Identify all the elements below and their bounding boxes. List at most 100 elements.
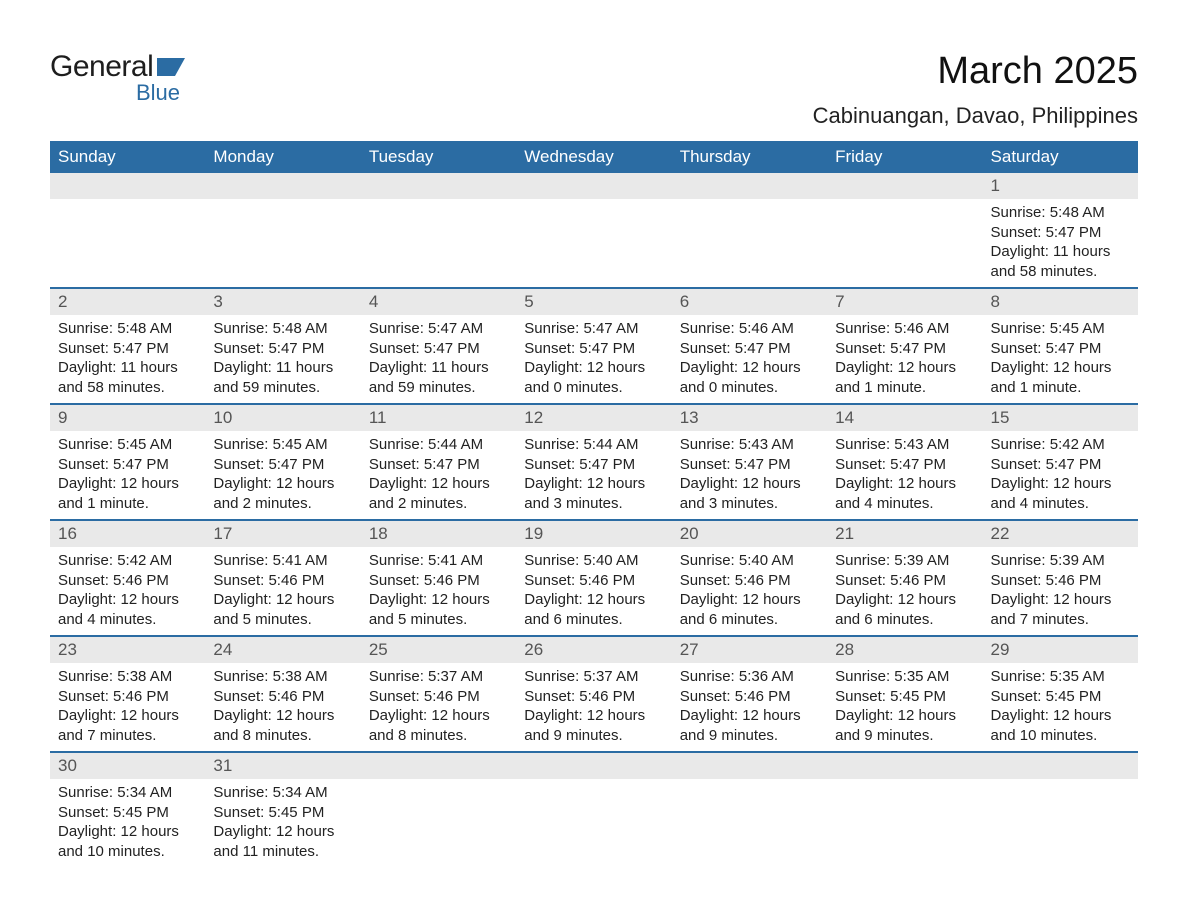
sunrise-line: Sunrise: 5:35 AM xyxy=(835,667,974,687)
calendar-cell: 28 Sunrise: 5:35 AMSunset: 5:45 PMDayligh… xyxy=(827,636,982,752)
calendar-cell: 13Sunrise: 5:43 AMSunset: 5:47 PMDayligh… xyxy=(672,404,827,520)
day-body: Sunrise: 5:34 AMSunset: 5:45 PMDaylight:… xyxy=(205,779,360,867)
month-title: March 2025 xyxy=(813,50,1138,93)
day-body: Sunrise: 5:41 AMSunset: 5:46 PMDaylight:… xyxy=(361,547,516,635)
sunset-line: Sunset: 5:47 PM xyxy=(835,339,974,359)
calendar-cell xyxy=(205,173,360,288)
day-body: Sunrise: 5:41 AMSunset: 5:46 PMDaylight:… xyxy=(205,547,360,635)
calendar-cell xyxy=(516,752,671,867)
calendar-week-row: 30Sunrise: 5:34 AMSunset: 5:45 PMDayligh… xyxy=(50,752,1138,867)
day-number xyxy=(672,173,827,199)
day-number: 5 xyxy=(516,289,671,315)
sunrise-line: Sunrise: 5:40 AM xyxy=(524,551,663,571)
day-number: 8 xyxy=(983,289,1138,315)
day-number: 28 xyxy=(827,637,982,663)
day-body: Sunrise: 5:45 AMSunset: 5:47 PMDaylight:… xyxy=(50,431,205,519)
logo-text-blue: Blue xyxy=(136,80,185,106)
day-number xyxy=(672,753,827,779)
calendar-week-row: 23Sunrise: 5:38 AMSunset: 5:46 PMDayligh… xyxy=(50,636,1138,752)
sunset-line: Sunset: 5:47 PM xyxy=(680,455,819,475)
calendar-cell: 12Sunrise: 5:44 AMSunset: 5:47 PMDayligh… xyxy=(516,404,671,520)
sunset-line: Sunset: 5:47 PM xyxy=(991,455,1130,475)
calendar-cell: 3Sunrise: 5:48 AMSunset: 5:47 PMDaylight… xyxy=(205,288,360,404)
day-body: Sunrise: 5:44 AMSunset: 5:47 PMDaylight:… xyxy=(361,431,516,519)
calendar-cell xyxy=(361,173,516,288)
logo: General Blue xyxy=(50,50,185,106)
day-body: Sunrise: 5:38 AMSunset: 5:46 PMDaylight:… xyxy=(205,663,360,751)
col-sunday: Sunday xyxy=(50,141,205,173)
calendar-cell: 14Sunrise: 5:43 AMSunset: 5:47 PMDayligh… xyxy=(827,404,982,520)
day-body xyxy=(827,779,982,857)
calendar-header-row: Sunday Monday Tuesday Wednesday Thursday… xyxy=(50,141,1138,173)
sunset-line: Sunset: 5:47 PM xyxy=(524,339,663,359)
location-line: Cabinuangan, Davao, Philippines xyxy=(813,103,1138,129)
daylight-line: Daylight: 12 hours and 0 minutes. xyxy=(524,358,663,397)
calendar-cell: 10Sunrise: 5:45 AMSunset: 5:47 PMDayligh… xyxy=(205,404,360,520)
day-number: 26 xyxy=(516,637,671,663)
day-number: 20 xyxy=(672,521,827,547)
day-number: 22 xyxy=(983,521,1138,547)
sunset-line: Sunset: 5:47 PM xyxy=(991,339,1130,359)
day-body xyxy=(983,779,1138,857)
day-body: Sunrise: 5:43 AMSunset: 5:47 PMDaylight:… xyxy=(827,431,982,519)
sunset-line: Sunset: 5:46 PM xyxy=(835,571,974,591)
sunset-line: Sunset: 5:46 PM xyxy=(213,687,352,707)
calendar-cell xyxy=(361,752,516,867)
day-number: 10 xyxy=(205,405,360,431)
sunrise-line: Sunrise: 5:37 AM xyxy=(369,667,508,687)
day-number: 27 xyxy=(672,637,827,663)
day-number xyxy=(516,173,671,199)
day-number: 18 xyxy=(361,521,516,547)
day-body: Sunrise: 5:48 AMSunset: 5:47 PMDaylight:… xyxy=(205,315,360,403)
day-body xyxy=(672,779,827,857)
day-body xyxy=(516,199,671,277)
daylight-line: Daylight: 12 hours and 9 minutes. xyxy=(835,706,974,745)
sunset-line: Sunset: 5:47 PM xyxy=(58,455,197,475)
sunset-line: Sunset: 5:47 PM xyxy=(835,455,974,475)
sunrise-line: Sunrise: 5:47 AM xyxy=(369,319,508,339)
daylight-line: Daylight: 11 hours and 59 minutes. xyxy=(213,358,352,397)
sunrise-line: Sunrise: 5:46 AM xyxy=(680,319,819,339)
sunrise-line: Sunrise: 5:40 AM xyxy=(680,551,819,571)
title-block: March 2025 Cabinuangan, Davao, Philippin… xyxy=(813,50,1138,129)
calendar-cell: 29Sunrise: 5:35 AMSunset: 5:45 PMDayligh… xyxy=(983,636,1138,752)
sunrise-line: Sunrise: 5:41 AM xyxy=(369,551,508,571)
calendar-table: Sunday Monday Tuesday Wednesday Thursday… xyxy=(50,141,1138,867)
day-number: 13 xyxy=(672,405,827,431)
daylight-line: Daylight: 12 hours and 3 minutes. xyxy=(524,474,663,513)
day-number xyxy=(827,173,982,199)
sunrise-line: Sunrise: 5:46 AM xyxy=(835,319,974,339)
day-number: 29 xyxy=(983,637,1138,663)
sunset-line: Sunset: 5:46 PM xyxy=(58,687,197,707)
sunrise-line: Sunrise: 5:39 AM xyxy=(991,551,1130,571)
daylight-line: Daylight: 11 hours and 59 minutes. xyxy=(369,358,508,397)
day-body xyxy=(827,199,982,277)
sunrise-line: Sunrise: 5:47 AM xyxy=(524,319,663,339)
sunrise-line: Sunrise: 5:45 AM xyxy=(213,435,352,455)
daylight-line: Daylight: 12 hours and 9 minutes. xyxy=(680,706,819,745)
day-body xyxy=(361,779,516,857)
daylight-line: Daylight: 12 hours and 10 minutes. xyxy=(58,822,197,861)
day-body: Sunrise: 5:42 AMSunset: 5:46 PMDaylight:… xyxy=(50,547,205,635)
calendar-cell: 19Sunrise: 5:40 AMSunset: 5:46 PMDayligh… xyxy=(516,520,671,636)
sunset-line: Sunset: 5:45 PM xyxy=(835,687,974,707)
calendar-cell: 9Sunrise: 5:45 AMSunset: 5:47 PMDaylight… xyxy=(50,404,205,520)
col-monday: Monday xyxy=(205,141,360,173)
day-body xyxy=(205,199,360,277)
sunset-line: Sunset: 5:47 PM xyxy=(991,223,1130,243)
calendar-cell xyxy=(672,173,827,288)
day-number: 15 xyxy=(983,405,1138,431)
daylight-line: Daylight: 12 hours and 4 minutes. xyxy=(835,474,974,513)
daylight-line: Daylight: 12 hours and 1 minute. xyxy=(991,358,1130,397)
day-body: Sunrise: 5:39 AMSunset: 5:46 PMDaylight:… xyxy=(983,547,1138,635)
day-number: 30 xyxy=(50,753,205,779)
daylight-line: Daylight: 12 hours and 8 minutes. xyxy=(213,706,352,745)
day-body: Sunrise: 5:47 AMSunset: 5:47 PMDaylight:… xyxy=(516,315,671,403)
calendar-cell: 1Sunrise: 5:48 AMSunset: 5:47 PMDaylight… xyxy=(983,173,1138,288)
calendar-cell: 21Sunrise: 5:39 AMSunset: 5:46 PMDayligh… xyxy=(827,520,982,636)
day-body: Sunrise: 5:37 AMSunset: 5:46 PMDaylight:… xyxy=(361,663,516,751)
col-friday: Friday xyxy=(827,141,982,173)
calendar-cell: 2Sunrise: 5:48 AMSunset: 5:47 PMDaylight… xyxy=(50,288,205,404)
day-number: 25 xyxy=(361,637,516,663)
daylight-line: Daylight: 12 hours and 11 minutes. xyxy=(213,822,352,861)
